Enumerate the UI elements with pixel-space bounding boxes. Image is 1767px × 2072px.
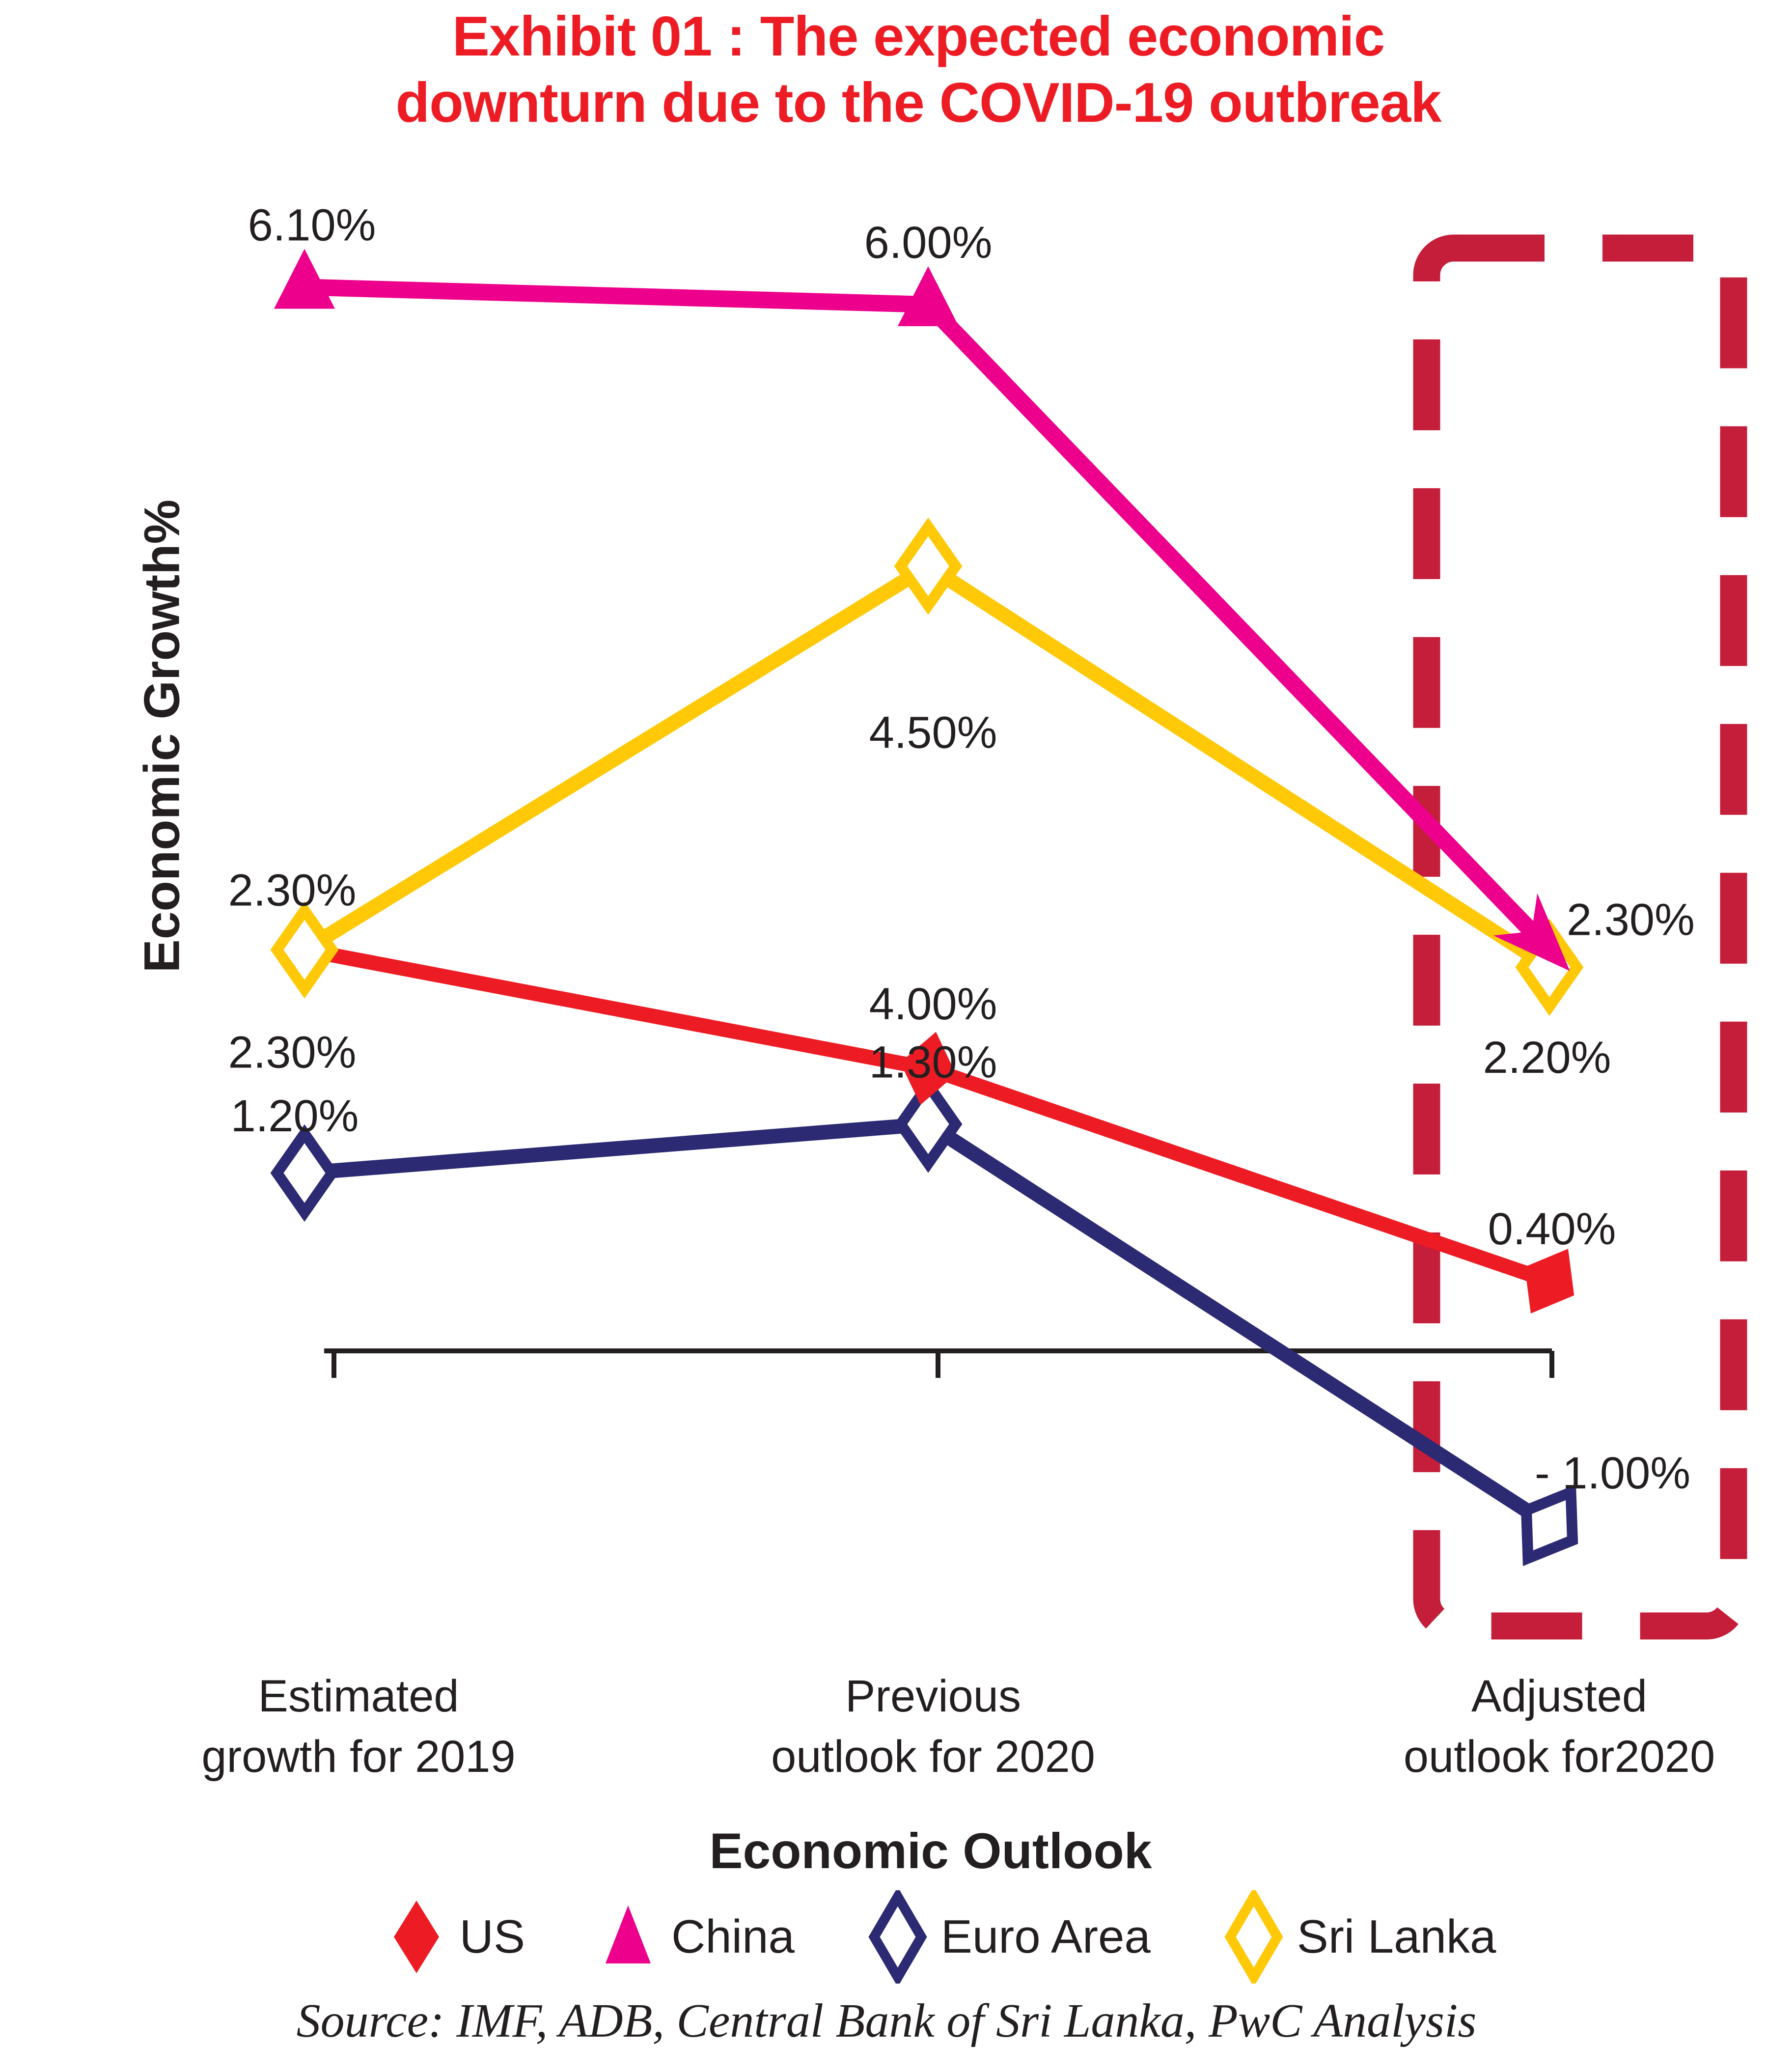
legend-marker-euro-area-icon	[868, 1890, 927, 1984]
legend-marker-shape-sri-lanka	[1224, 1890, 1283, 1984]
legend-marker-shape-china	[606, 1905, 651, 1963]
marker-euro-area-0	[270, 1124, 339, 1222]
data-label-us-0: 2.30%	[228, 1028, 357, 1078]
data-label-china-0: 6.10%	[248, 200, 376, 251]
legend-item-china: China	[599, 1890, 795, 1984]
legend-item-us: US	[387, 1890, 525, 1984]
marker-euro-area-1	[894, 1075, 963, 1173]
data-label-sri-lanka-2: 2.20%	[1483, 1033, 1611, 1083]
category-line: Adjusted	[1471, 1671, 1648, 1721]
category-label-estimated-growth-2019: Estimated growth for 2019	[5, 1666, 712, 1788]
end-arrow-china	[1493, 893, 1570, 971]
legend-label-sri-lanka: Sri Lanka	[1297, 1910, 1496, 1963]
legend-marker-us-icon	[393, 1901, 439, 1973]
category-line: outlook for 2020	[771, 1732, 1095, 1782]
legend-label-us: US	[459, 1910, 525, 1963]
category-line: growth for 2019	[201, 1732, 516, 1782]
data-label-euro-area-1: 1.30%	[869, 1037, 997, 1088]
chart-title: Exhibit 01 : The expected economic downt…	[83, 4, 1753, 136]
data-label-us-2: 0.40%	[1488, 1204, 1616, 1254]
marker-us-2	[1524, 1249, 1574, 1314]
legend: US China Euro Area Sri Lanka	[58, 1890, 1767, 1984]
legend-item-euro-area: Euro Area	[868, 1890, 1151, 1984]
data-label-euro-area-0: 1.20%	[231, 1091, 359, 1141]
series-line-euro-area	[304, 1117, 1554, 1532]
marker-china-1	[898, 266, 959, 326]
legend-marker-shape-us	[393, 1901, 439, 1973]
category-line: Previous	[845, 1671, 1021, 1721]
marker-euro-area-2	[1520, 1484, 1578, 1567]
marker-china-0	[274, 249, 335, 309]
x-axis-title: Economic Outlook	[709, 1823, 1152, 1879]
marker-sri-lanka-1	[894, 517, 963, 615]
legend-item-sri-lanka: Sri Lanka	[1224, 1890, 1496, 1984]
data-label-sri-lanka-1: 4.50%	[869, 708, 997, 758]
data-label-us-1: 4.00%	[869, 979, 997, 1029]
legend-label-china: China	[671, 1910, 795, 1963]
category-label-adjusted-outlook-2020: Adjusted outlook for2020	[1206, 1666, 1767, 1788]
chart-title-line-2: downturn due to the COVID-19 outbreak	[395, 71, 1441, 134]
highlight-box	[1413, 234, 1747, 1640]
category-line: outlook for2020	[1403, 1732, 1715, 1782]
data-label-sri-lanka-0: 2.30%	[228, 866, 357, 916]
marker-sri-lanka-0	[270, 901, 339, 999]
legend-label-euro-area: Euro Area	[940, 1910, 1151, 1963]
data-label-china-1: 6.00%	[864, 218, 993, 268]
data-label-euro-area-2: - 1.00%	[1535, 1448, 1690, 1498]
legend-marker-shape-euro-area	[868, 1890, 927, 1984]
source-note: Source: IMF, ADB, Central Bank of Sri La…	[296, 1994, 1477, 2047]
chart-title-line-1: Exhibit 01 : The expected economic	[452, 5, 1385, 68]
category-label-previous-outlook-2020: Previous outlook for 2020	[580, 1666, 1287, 1788]
category-line: Estimated	[258, 1671, 459, 1721]
marker-us-1	[900, 1032, 956, 1105]
legend-marker-sri-lanka-icon	[1224, 1890, 1283, 1984]
legend-marker-china-icon	[606, 1905, 651, 1963]
data-label-china-2: 2.30%	[1567, 895, 1695, 945]
